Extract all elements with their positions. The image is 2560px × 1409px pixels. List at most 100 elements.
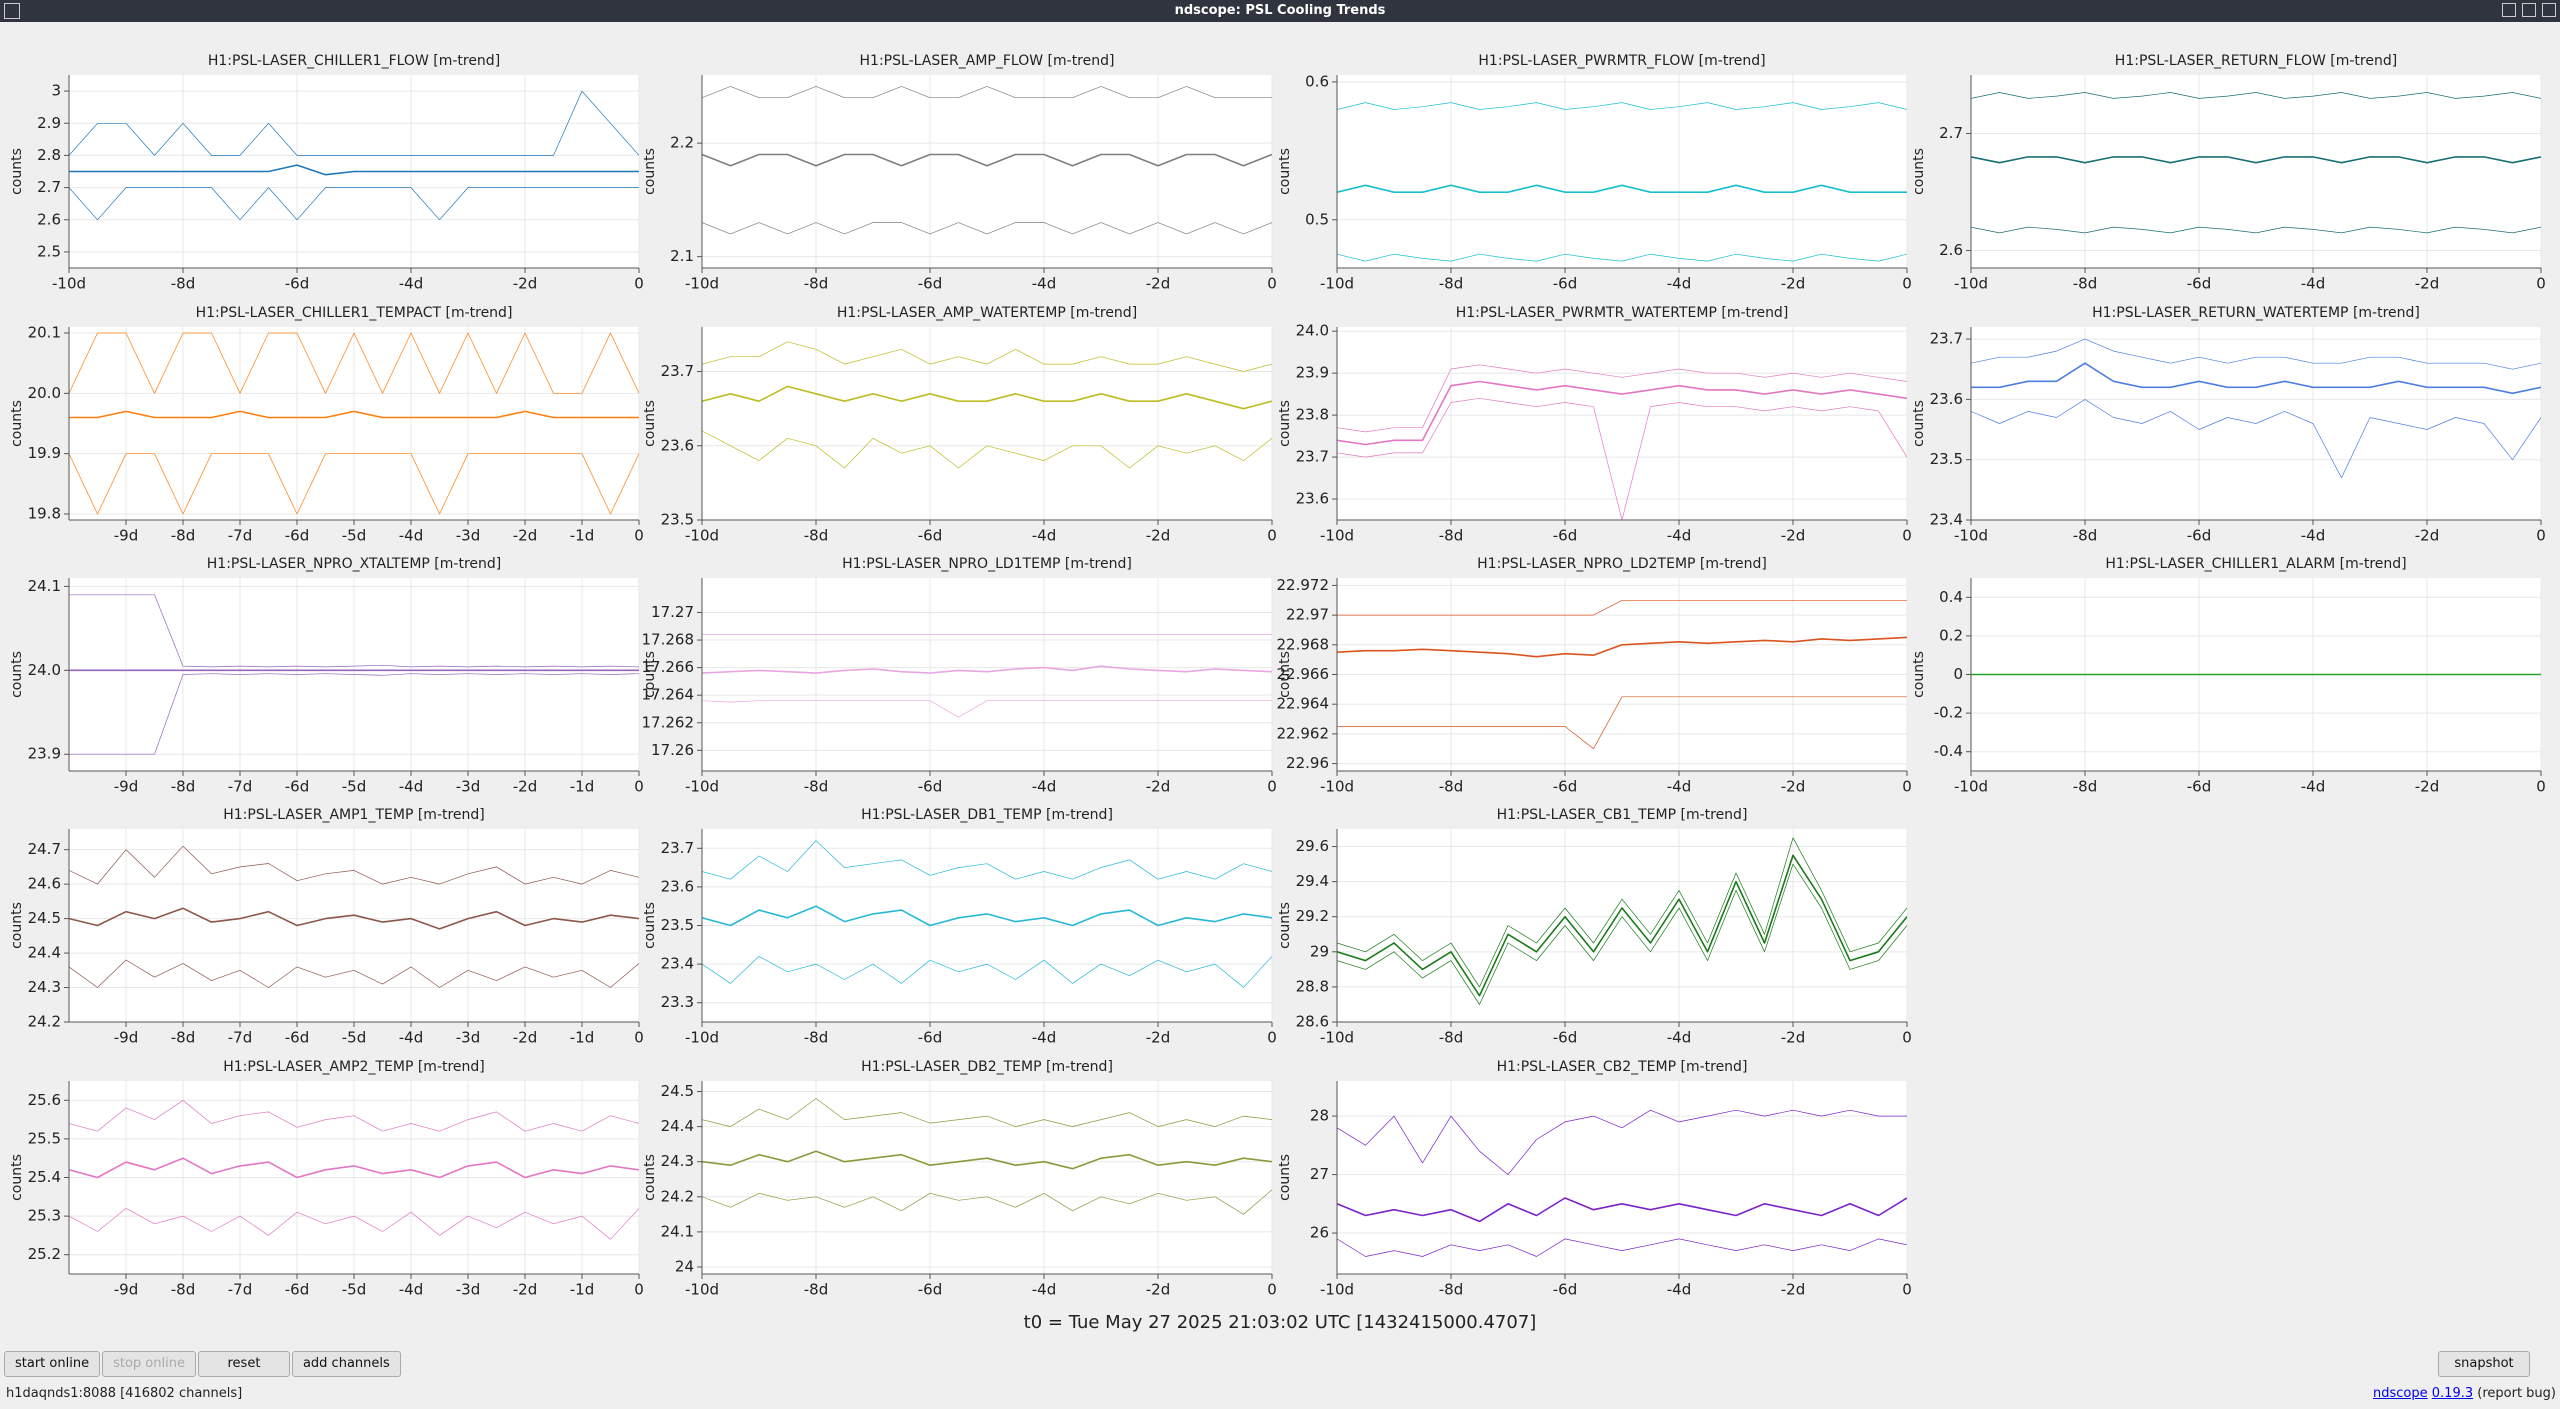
x-tick-label: -6d	[918, 778, 942, 796]
y-tick-label: 23.6	[1296, 490, 1329, 508]
x-tick-label: -9d	[114, 527, 138, 545]
min-trace	[702, 430, 1272, 469]
x-tick-label: -5d	[342, 1281, 366, 1299]
x-tick-label: -8d	[171, 778, 195, 796]
mean-trace	[1337, 854, 1907, 997]
max-trace	[69, 845, 639, 885]
plot-area	[1971, 75, 2541, 268]
add-channels-button[interactable]: add channels	[291, 1351, 401, 1377]
y-axis-label: counts	[9, 902, 25, 949]
y-axis-label: counts	[9, 651, 25, 698]
plot: H1:PSL-LASER_NPRO_LD2TEMP [m-trend] count…	[1277, 556, 1912, 796]
y-tick-label: 23.5	[661, 916, 694, 934]
x-tick-label: -8d	[171, 527, 195, 545]
x-tick-label: -3d	[456, 1281, 480, 1299]
x-tick-label: -2d	[513, 1281, 537, 1299]
x-tick-label: -6d	[918, 275, 942, 293]
report-bug-link[interactable]: (report bug)	[2477, 1386, 2556, 1401]
mean-trace	[1337, 1197, 1907, 1223]
close-button[interactable]	[2542, 3, 2556, 17]
x-tick-label: 0	[1267, 1029, 1277, 1047]
plot-area	[1337, 327, 1907, 520]
x-tick-label: -6d	[918, 527, 942, 545]
y-tick-label: 23.9	[1296, 364, 1329, 382]
app-link[interactable]: ndscope	[2373, 1386, 2428, 1401]
x-tick-label: -6d	[2187, 527, 2211, 545]
x-tick-label: 0	[2536, 275, 2546, 293]
x-tick-label: -4d	[2301, 275, 2325, 293]
y-tick-label: 23.5	[1930, 450, 1963, 468]
max-trace	[702, 1098, 1272, 1127]
max-trace	[1971, 92, 2541, 99]
min-trace	[1337, 1238, 1907, 1257]
plots: H1:PSL-LASER_CHILLER1_FLOW [m-trend] coun…	[9, 53, 2546, 1299]
x-tick-label: -10d	[685, 275, 719, 293]
min-trace	[69, 959, 639, 988]
x-tick-label: -2d	[1146, 1029, 1170, 1047]
plot: H1:PSL-LASER_AMP_FLOW [m-trend] counts 2.1…	[642, 53, 1277, 293]
max-trace	[1971, 338, 2541, 370]
start-online-button[interactable]: start online	[4, 1351, 101, 1377]
x-tick-label: -10d	[685, 1029, 719, 1047]
x-tick-label: -2d	[2415, 778, 2439, 796]
x-tick-label: 0	[1902, 1029, 1912, 1047]
plot-title: H1:PSL-LASER_PWRMTR_WATERTEMP [m-trend]	[1456, 305, 1789, 321]
x-tick-label: 0	[634, 527, 644, 545]
min-trace	[702, 956, 1272, 988]
y-tick-label: 0	[1953, 665, 1963, 683]
x-tick-label: 0	[634, 778, 644, 796]
plot: H1:PSL-LASER_RETURN_WATERTEMP [m-trend] c…	[1911, 305, 2546, 545]
x-tick-label: -10d	[1320, 1281, 1354, 1299]
title-bar: ndscope: PSL Cooling Trends	[0, 0, 2560, 22]
x-tick-label: -8d	[2073, 527, 2097, 545]
y-tick-label: 23.7	[661, 839, 694, 857]
plot: H1:PSL-LASER_CHILLER1_TEMPACT [m-trend] c…	[9, 305, 644, 545]
reset-button[interactable]: reset	[197, 1351, 290, 1377]
x-tick-label: -8d	[1439, 1281, 1463, 1299]
y-axis-label: counts	[642, 902, 658, 949]
plot-title: H1:PSL-LASER_CB1_TEMP [m-trend]	[1497, 807, 1748, 823]
y-tick-label: 23.4	[661, 955, 694, 973]
minimize-button[interactable]	[2502, 3, 2516, 17]
x-tick-label: -5d	[342, 778, 366, 796]
x-tick-label: -8d	[804, 1281, 828, 1299]
x-tick-label: -10d	[1954, 527, 1988, 545]
y-axis-label: counts	[9, 148, 25, 195]
maximize-button[interactable]	[2522, 3, 2536, 17]
x-tick-label: -10d	[685, 527, 719, 545]
y-tick-label: 19.8	[28, 504, 61, 522]
plot-title: H1:PSL-LASER_AMP_FLOW [m-trend]	[860, 53, 1115, 69]
min-trace	[69, 453, 639, 515]
x-tick-label: -10d	[1320, 778, 1354, 796]
x-tick-label: -2d	[1781, 527, 1805, 545]
x-tick-label: -7d	[228, 527, 252, 545]
mean-trace	[69, 410, 639, 419]
x-tick-label: -2d	[1781, 275, 1805, 293]
y-tick-label: 23.7	[1930, 330, 1963, 348]
y-tick-label: 17.266	[642, 658, 695, 676]
traces	[69, 90, 639, 221]
y-tick-label: 2.6	[37, 210, 61, 228]
x-tick-label: -4d	[1667, 778, 1691, 796]
y-tick-label: 29.6	[1296, 837, 1329, 855]
y-tick-label: 0.5	[1305, 210, 1329, 228]
x-tick-label: -6d	[1553, 1281, 1577, 1299]
plot-title: H1:PSL-LASER_AMP_WATERTEMP [m-trend]	[837, 305, 1137, 321]
traces	[69, 594, 639, 755]
max-trace	[1337, 102, 1907, 110]
x-tick-label: -10d	[1954, 778, 1988, 796]
plot: H1:PSL-LASER_PWRMTR_FLOW [m-trend] counts…	[1277, 53, 1912, 293]
y-axis-label: counts	[1277, 651, 1293, 698]
y-tick-label: 27	[1310, 1165, 1329, 1183]
y-tick-label: 2.7	[1939, 124, 1963, 142]
traces	[702, 1098, 1272, 1215]
x-tick-label: -4d	[1032, 1281, 1056, 1299]
version-link[interactable]: 0.19.3	[2431, 1386, 2474, 1401]
plot-area	[702, 1081, 1272, 1274]
y-tick-label: 20.1	[28, 324, 61, 342]
mean-trace	[702, 665, 1272, 674]
y-tick-label: 17.268	[642, 631, 695, 649]
x-tick-label: -3d	[456, 527, 480, 545]
y-tick-label: 22.966	[1277, 665, 1330, 683]
snapshot-button[interactable]: snapshot	[2438, 1351, 2530, 1377]
